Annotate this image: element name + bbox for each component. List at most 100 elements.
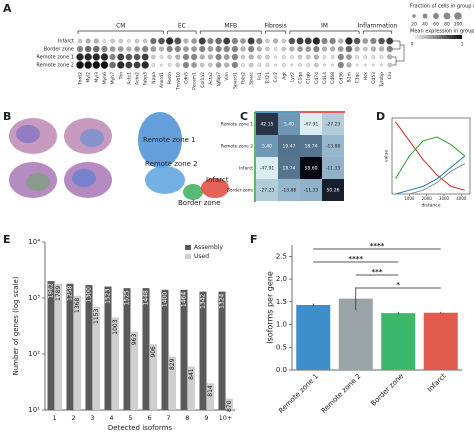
gene-label: Tnnt2	[78, 72, 84, 86]
cell-label: -47.91	[260, 166, 275, 172]
x-tick-label: 8	[185, 414, 189, 422]
gene-label: Cd36	[338, 72, 344, 84]
bar-annotation: 1153	[93, 309, 100, 324]
dot	[370, 37, 377, 45]
dot	[265, 38, 270, 44]
dot	[231, 61, 238, 69]
dot	[323, 63, 326, 67]
dot	[174, 45, 181, 53]
dot	[215, 37, 222, 45]
bar	[104, 286, 112, 410]
y-axis-label: Isoforms per gene	[266, 271, 275, 344]
x-tick-label: 1000	[404, 196, 415, 201]
bar-annotation: 1300	[86, 287, 93, 302]
gene-label: C1qb	[306, 72, 312, 84]
y-tick-label: 2.0	[276, 275, 287, 283]
dot	[265, 46, 270, 52]
dot	[247, 37, 255, 45]
x-tick-label: 4000	[456, 196, 467, 201]
bar	[169, 356, 176, 410]
size-legend-dot	[433, 13, 439, 19]
dot	[337, 53, 344, 61]
dot	[305, 46, 312, 52]
x-tick-label: Remote zone 2	[320, 372, 363, 415]
y-tick-label: 2.5	[276, 252, 287, 260]
dot	[322, 55, 327, 59]
cell-label: 18.74	[305, 144, 318, 150]
dot	[231, 45, 238, 53]
x-tick-label: 10+	[219, 414, 233, 422]
x-tick-label: Border zone	[369, 372, 405, 408]
cluster-label: Border zone	[178, 199, 220, 207]
y-tick-label: 0.5	[276, 343, 287, 351]
gene-label: Fn1	[257, 72, 263, 80]
dot	[92, 45, 100, 53]
dot	[256, 46, 262, 52]
bar	[142, 288, 150, 410]
legend-label: Assembly	[194, 244, 223, 251]
dot	[76, 53, 84, 61]
panel-letter: A	[3, 2, 12, 15]
y-tick-label: 1.5	[276, 298, 287, 306]
dot	[312, 37, 321, 45]
dot	[380, 63, 383, 67]
cluster-label: Remote zone 2	[145, 160, 198, 168]
dot	[215, 53, 222, 61]
colorbar	[434, 35, 438, 39]
heatmap-cell	[256, 113, 278, 135]
colorbar	[452, 35, 455, 39]
size-legend-label: 60	[433, 22, 439, 28]
y-axis-label: value	[384, 150, 390, 163]
dot	[371, 55, 376, 59]
colorbar	[457, 35, 460, 39]
bar	[150, 344, 157, 410]
dot	[76, 45, 84, 53]
umap	[138, 112, 229, 200]
dot	[313, 54, 319, 60]
dot	[93, 38, 99, 44]
bar	[218, 291, 226, 410]
dot	[240, 54, 246, 60]
gene-label: Hck	[363, 72, 369, 81]
y-tick-label: 1.0	[276, 321, 287, 329]
cell-label: 58.60	[305, 166, 318, 172]
heatmap-cell	[256, 157, 278, 179]
dot	[370, 46, 376, 52]
row-label: Remote zone 1	[36, 55, 74, 61]
heatmap-cell	[278, 135, 300, 157]
bar-annotation: 870	[226, 400, 233, 412]
x-tick-label: 2	[71, 414, 75, 422]
x-tick-label: Remote zone 1	[277, 372, 320, 415]
line-series	[395, 121, 465, 191]
line-series	[395, 136, 466, 180]
bar	[85, 285, 93, 410]
bar	[123, 288, 131, 410]
gene-label: B2m	[346, 72, 352, 82]
dot	[362, 38, 369, 44]
x-tick-label: 4	[109, 414, 113, 422]
cell-label: -27.23	[326, 122, 341, 128]
line-series	[395, 155, 466, 195]
dot	[92, 53, 101, 61]
dot	[378, 37, 385, 45]
y-tick-label: 10⁴	[28, 238, 40, 246]
dot	[142, 45, 149, 53]
bar	[207, 383, 214, 410]
dot	[150, 37, 157, 45]
dot	[110, 38, 115, 44]
dot	[174, 37, 182, 45]
gene-label: Igfbp7	[216, 72, 222, 86]
gene-label: Vim	[224, 72, 230, 81]
dot	[298, 63, 302, 67]
dot	[379, 55, 384, 59]
row-label: Infarct	[239, 166, 253, 172]
heatmap-cell	[322, 157, 344, 179]
colorbar	[444, 35, 448, 39]
dot	[363, 46, 368, 52]
bar	[423, 312, 458, 370]
heatmap-cell	[278, 157, 300, 179]
bar-annotation: 1368	[74, 298, 81, 313]
x-tick-label: 1	[52, 414, 56, 422]
cluster-label: Remote zone 1	[143, 136, 196, 144]
gene-label: Ankrd1	[159, 72, 165, 88]
